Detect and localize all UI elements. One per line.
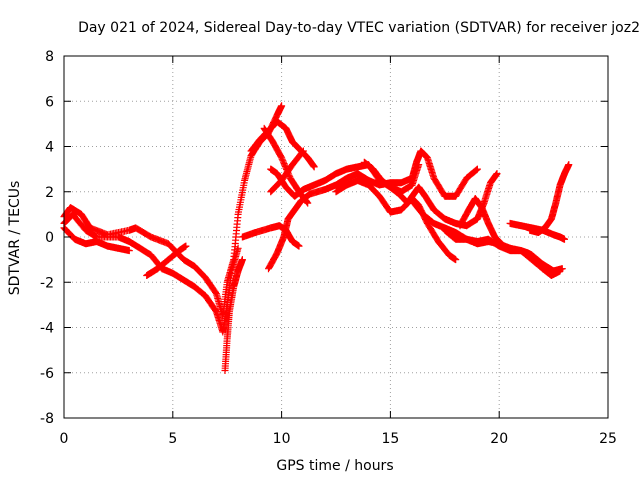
data-point: [493, 170, 501, 178]
x-tick-label: 20: [490, 431, 508, 447]
data-point: [182, 242, 190, 250]
x-axis-label: GPS time / hours: [276, 458, 393, 474]
data-point: [234, 244, 242, 252]
data-point: [304, 199, 312, 207]
x-tick-label: 5: [168, 431, 177, 447]
y-tick-label: 8: [45, 49, 54, 65]
series-trace-e: [221, 256, 246, 374]
data-point: [295, 242, 303, 250]
data-point: [506, 244, 514, 252]
x-tick-label: 10: [273, 431, 291, 447]
data-series: [60, 102, 573, 374]
data-point: [238, 256, 246, 264]
data-point: [473, 166, 481, 174]
data-point: [125, 247, 133, 255]
chart-title: Day 021 of 2024, Sidereal Day-to-day VTE…: [78, 20, 640, 36]
series-trace-i: [260, 124, 312, 207]
y-axis-label: SDTVAR / TECUs: [7, 181, 23, 296]
data-point: [278, 102, 286, 110]
y-tick-label: -2: [40, 275, 54, 291]
x-tick-label: 25: [599, 431, 617, 447]
y-tick-label: 2: [45, 185, 54, 201]
y-tick-label: 4: [45, 140, 54, 156]
y-tick-label: -6: [40, 366, 54, 382]
data-point: [565, 161, 573, 169]
series-trace-b: [60, 210, 242, 336]
series-trace-d: [143, 242, 190, 279]
series-trace-j: [267, 147, 307, 196]
grid-lines: [64, 56, 608, 418]
axis-ticks: 0 5 10 15 20 25 -8 -6 -4 -2 0 2 4 6 8: [40, 49, 617, 447]
x-tick-label: 0: [60, 431, 69, 447]
data-point: [310, 163, 318, 171]
y-tick-label: -4: [40, 321, 54, 337]
data-point: [473, 165, 481, 173]
series-trace-r: [526, 161, 573, 236]
data-point: [556, 267, 564, 275]
series-trace-p: [456, 195, 514, 252]
series-trace-m: [360, 158, 501, 230]
y-tick-label: -8: [40, 411, 54, 427]
data-point: [299, 148, 307, 156]
data-point: [561, 235, 568, 243]
y-tick-label: 6: [45, 94, 54, 110]
series-trace-f: [238, 222, 303, 250]
data-point: [299, 147, 307, 155]
data-point: [452, 256, 460, 264]
x-tick-label: 15: [381, 431, 399, 447]
y-tick-label: 0: [45, 230, 54, 246]
